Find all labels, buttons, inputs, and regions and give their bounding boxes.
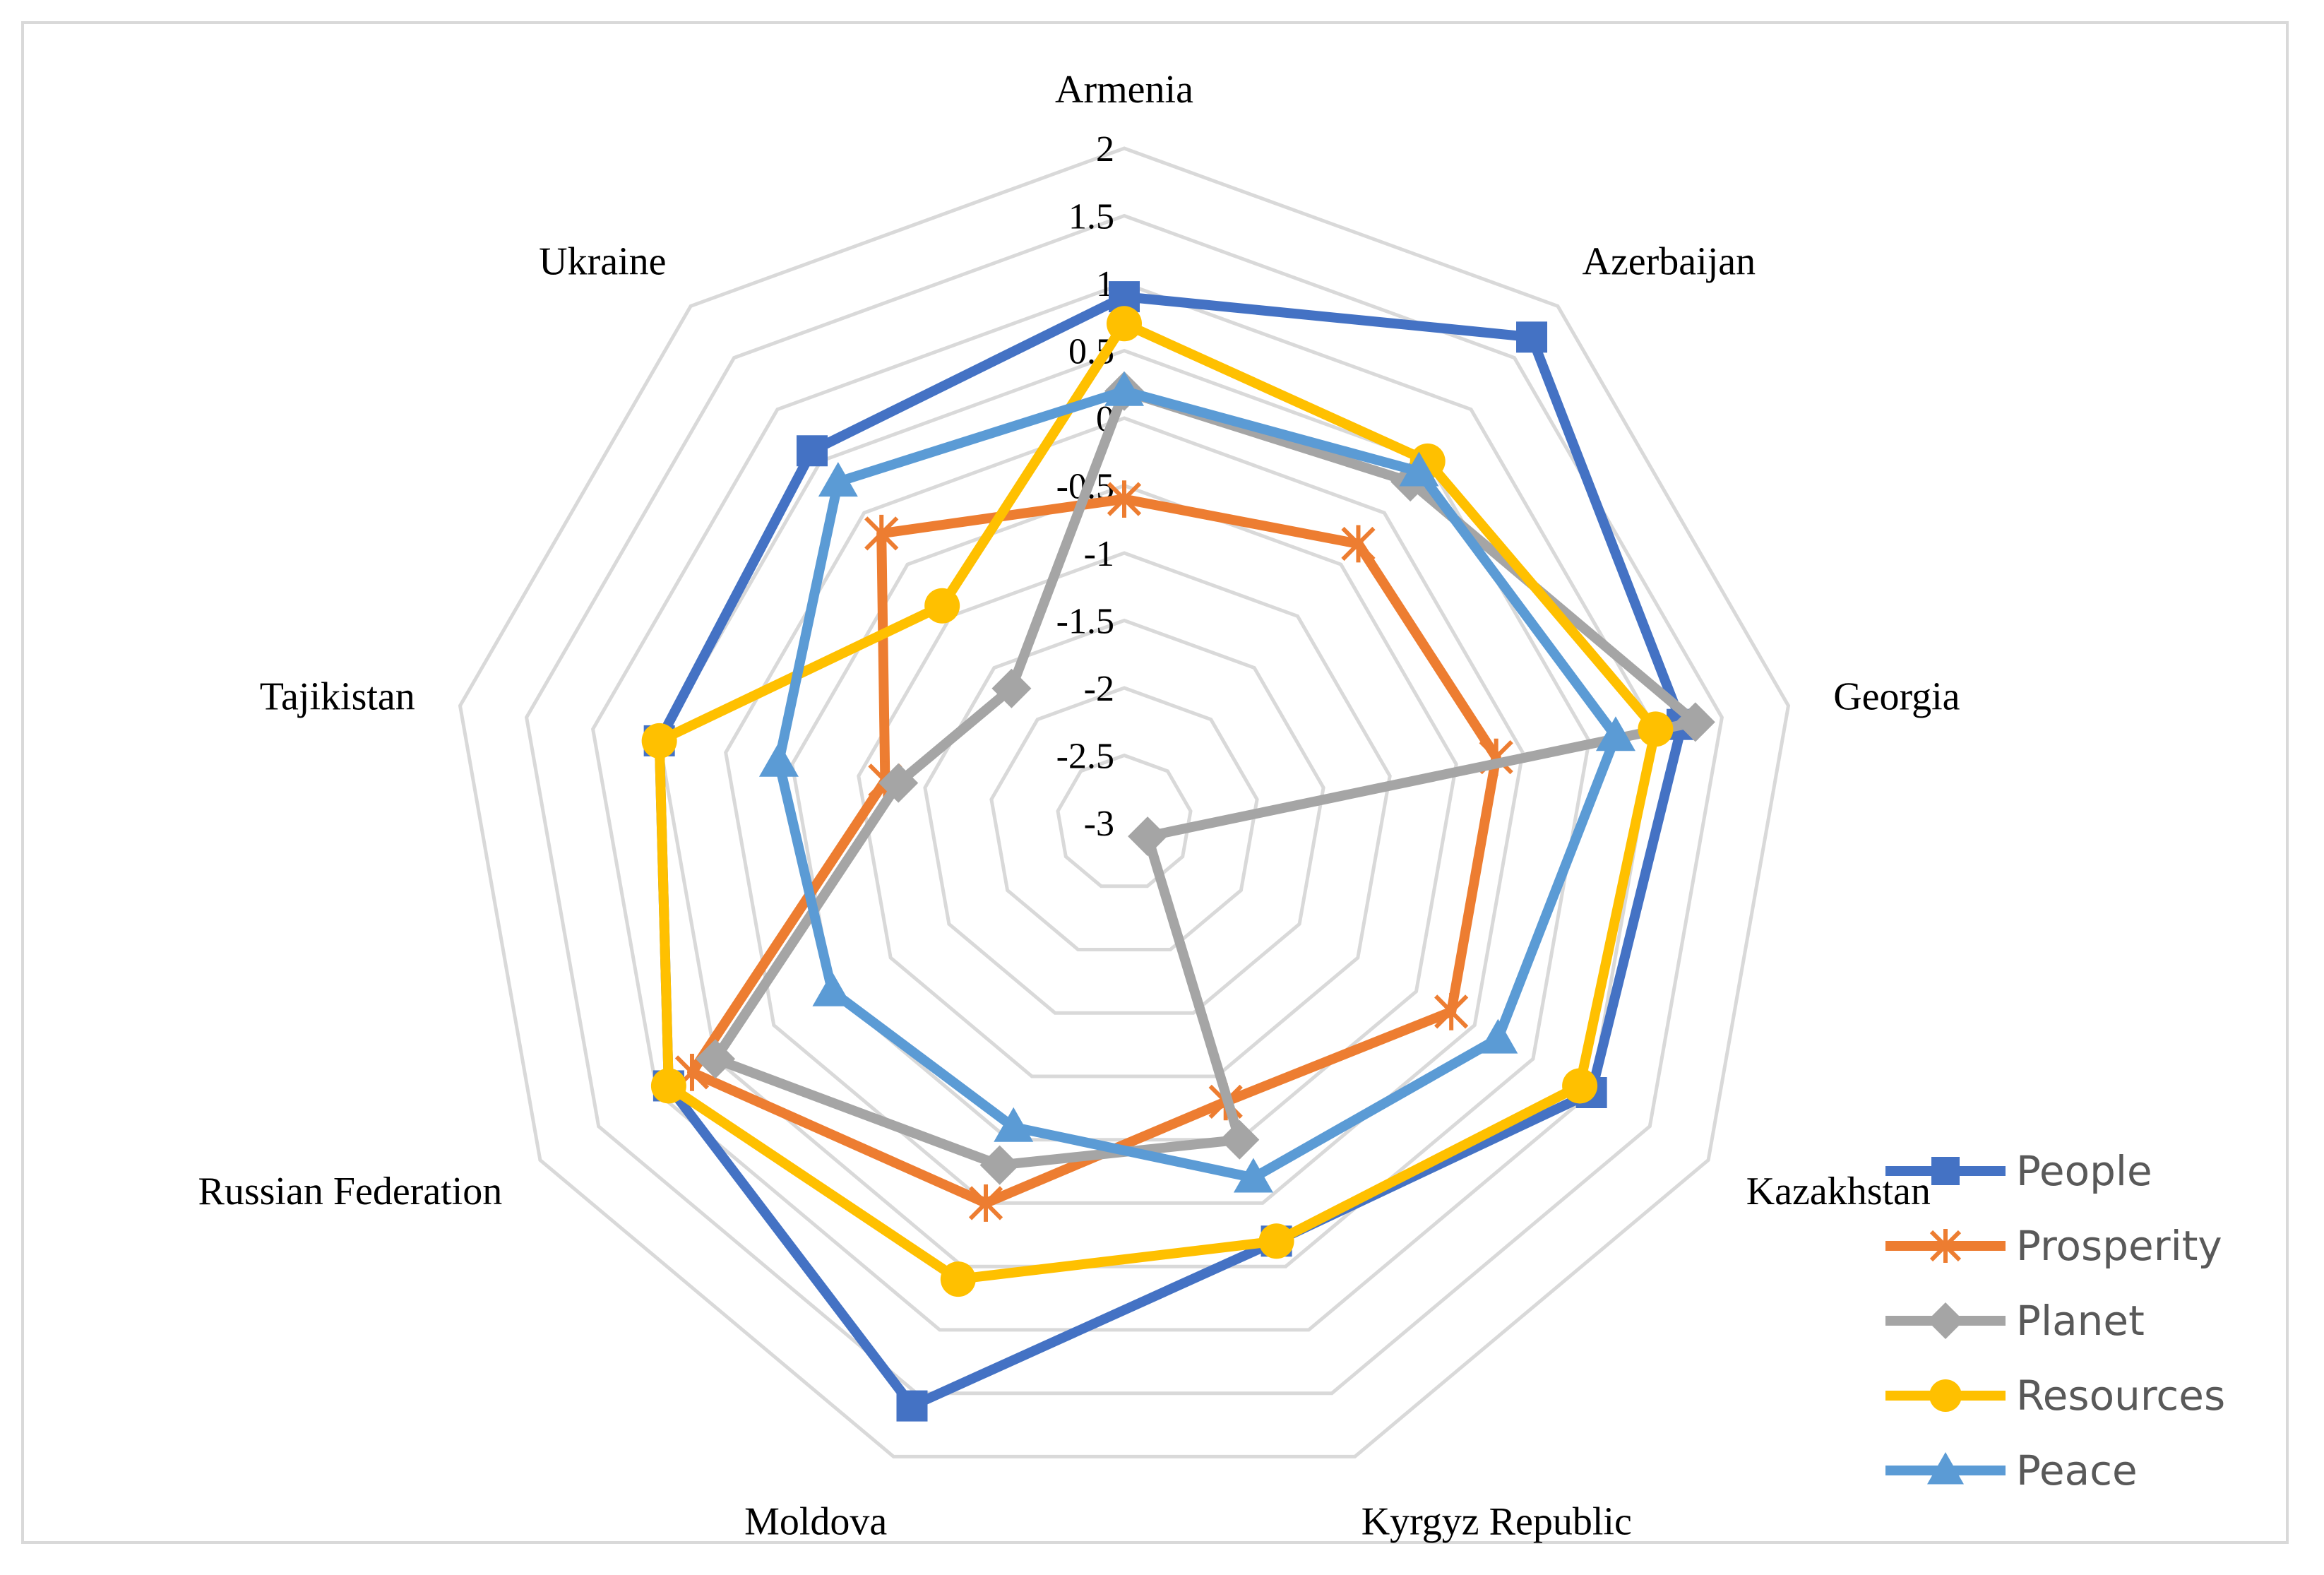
legend-item-people: People xyxy=(1885,1147,2152,1195)
data-point xyxy=(994,1107,1034,1142)
data-point xyxy=(696,1039,736,1079)
legend-label: Peace xyxy=(2016,1446,2138,1494)
legend-marker xyxy=(1929,1229,1962,1263)
data-point xyxy=(1675,702,1715,742)
axis-tick-label: -1 xyxy=(1084,534,1114,574)
chart-frame xyxy=(21,21,2289,1544)
axis-tick-label: -1.5 xyxy=(1056,602,1114,642)
legend-item-prosperity: Prosperity xyxy=(1885,1222,2222,1270)
legend-label: People xyxy=(2016,1147,2152,1195)
legend: People Prosperity Planet Resources Peace xyxy=(1885,1147,2225,1494)
gridline-ring xyxy=(657,348,1591,1268)
data-point xyxy=(812,971,852,1006)
category-labels: Armenia Azerbaijan Georgia Kazakhstan Kyrgyz… xyxy=(198,68,1960,1543)
category-label: Ukraine xyxy=(539,239,666,283)
axis-tick-label: -3 xyxy=(1084,804,1114,844)
gridline-ring xyxy=(458,146,1791,1458)
data-point xyxy=(1595,716,1635,751)
legend-marker xyxy=(1927,1302,1964,1339)
data-point xyxy=(1399,451,1439,487)
data-point xyxy=(641,723,677,759)
axis-tick-label: 2 xyxy=(1096,129,1114,170)
legend-marker xyxy=(1927,1452,1964,1485)
data-point xyxy=(1107,480,1142,518)
data-point xyxy=(1478,1018,1518,1054)
data-point xyxy=(1107,306,1142,342)
series-line xyxy=(654,292,1687,1411)
category-label: Moldova xyxy=(744,1499,887,1543)
gridline-ring xyxy=(1056,753,1193,888)
data-point xyxy=(1220,1119,1260,1160)
data-point xyxy=(1516,321,1548,353)
data-point xyxy=(924,588,960,624)
data-point xyxy=(650,1068,686,1104)
data-point xyxy=(878,763,919,803)
data-point xyxy=(797,435,828,467)
gridline-ring xyxy=(590,281,1658,1332)
data-point xyxy=(968,1184,1003,1222)
data-point xyxy=(864,514,899,552)
gridline-ring xyxy=(857,551,1392,1078)
data-point xyxy=(1233,1158,1273,1193)
series-line xyxy=(710,386,1700,1170)
category-label: Azerbaijan xyxy=(1583,239,1756,283)
category-label: Kazakhstan xyxy=(1746,1170,1931,1213)
data-point xyxy=(1638,711,1674,747)
data-point xyxy=(1258,1223,1294,1259)
series-layer xyxy=(641,281,1715,1422)
legend-item-planet: Planet xyxy=(1885,1297,2145,1345)
category-label: Kyrgyz Republic xyxy=(1361,1499,1632,1543)
data-point xyxy=(991,668,1032,708)
data-point xyxy=(1104,371,1144,406)
axis-tick-label: 1.5 xyxy=(1068,197,1114,237)
data-point xyxy=(979,1145,1020,1185)
legend-marker xyxy=(1931,1157,1960,1185)
series-peace xyxy=(758,371,1635,1193)
category-label: Georgia xyxy=(1833,674,1960,718)
legend-label: Planet xyxy=(2016,1297,2145,1345)
gridline-ring xyxy=(989,686,1259,951)
grid-layer xyxy=(458,146,1791,1458)
legend-marker xyxy=(1929,1379,1962,1412)
data-point xyxy=(940,1261,976,1297)
data-point xyxy=(1434,993,1469,1030)
axis-tick-label: -2 xyxy=(1084,669,1114,709)
data-point xyxy=(1128,816,1168,857)
data-point xyxy=(896,1390,928,1422)
category-label: Tajikistan xyxy=(260,674,415,718)
data-point xyxy=(758,742,799,777)
gridline-ring xyxy=(724,416,1525,1205)
data-point xyxy=(818,462,858,497)
data-point xyxy=(1562,1068,1598,1104)
category-label: Armenia xyxy=(1055,68,1193,112)
legend-item-resources: Resources xyxy=(1885,1372,2225,1420)
legend-item-peace: Peace xyxy=(1885,1446,2138,1494)
legend-label: Prosperity xyxy=(2016,1222,2222,1270)
data-point xyxy=(1341,525,1376,563)
axis-tick-label: -2.5 xyxy=(1056,737,1114,777)
category-label: Russian Federation xyxy=(198,1170,502,1213)
legend-label: Resources xyxy=(2016,1372,2225,1420)
gridline-ring xyxy=(524,213,1724,1396)
series-line xyxy=(773,386,1621,1183)
